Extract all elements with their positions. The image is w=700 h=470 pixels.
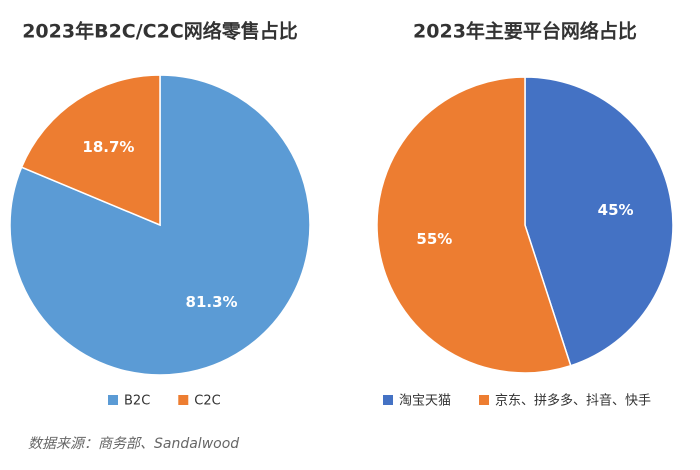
legend-swatch	[383, 395, 393, 405]
legend-label: C2C	[194, 394, 220, 409]
value-label: 45%	[598, 201, 634, 219]
value-label: 18.7%	[82, 138, 134, 156]
source-note: 数据来源：商务部、Sandalwood	[28, 436, 239, 452]
legend-label: B2C	[124, 394, 150, 409]
pie-slice	[20, 74, 161, 227]
legend-swatch	[108, 395, 118, 405]
legend-label: 京东、拼多多、抖音、快手	[495, 393, 651, 409]
chart-title: 2023年主要平台网络占比	[413, 20, 637, 43]
legend-swatch	[479, 395, 490, 405]
pie-slice	[9, 74, 311, 376]
legend-label: 淘宝天猫	[399, 394, 451, 409]
legend-swatch	[178, 395, 189, 405]
value-label: 81.3%	[186, 293, 238, 311]
pie-slice	[376, 76, 572, 374]
value-label: 55%	[416, 230, 452, 248]
chart-title: 2023年B2C/C2C网络零售占比	[22, 20, 298, 43]
pie-slice	[524, 76, 674, 367]
